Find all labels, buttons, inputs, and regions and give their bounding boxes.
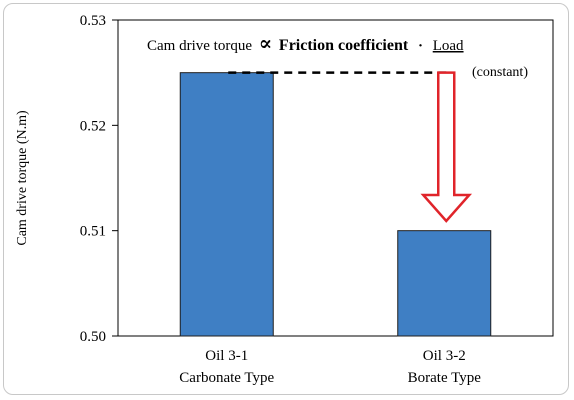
y-tick-label: 0.52 bbox=[80, 118, 106, 134]
x-axis-tick-labels: Oil 3-1 Carbonate Type Oil 3-2 Borate Type bbox=[179, 348, 481, 386]
y-tick-label: 0.51 bbox=[80, 224, 106, 240]
x-tick-label: Oil 3-2 bbox=[423, 348, 466, 364]
annotation-dot: · bbox=[418, 38, 423, 54]
decrease-arrow-icon bbox=[420, 71, 473, 223]
plot-area bbox=[117, 19, 554, 337]
y-tick-label: 0.53 bbox=[80, 13, 106, 29]
annotation-prefix: Cam drive torque bbox=[147, 38, 252, 54]
y-axis-ticks: 0.50 0.51 0.52 0.53 bbox=[80, 13, 118, 345]
annotation-emphasis: Friction coefficient bbox=[279, 37, 409, 54]
annotation: Cam drive torque ∝ Friction coefficient … bbox=[147, 33, 528, 223]
y-axis-label: Cam drive torque (N.m) bbox=[15, 110, 30, 246]
annotation-text: Cam drive torque ∝ Friction coefficient … bbox=[147, 33, 464, 55]
x-tick-label: Oil 3-1 bbox=[205, 348, 248, 364]
annotation-load: Load bbox=[433, 38, 464, 54]
bars bbox=[179, 72, 492, 337]
x-tick-label: Borate Type bbox=[408, 370, 482, 386]
bar-1 bbox=[179, 72, 274, 337]
x-tick-label: Carbonate Type bbox=[179, 370, 274, 386]
proportional-symbol: ∝ bbox=[259, 33, 272, 55]
bar-2 bbox=[397, 230, 492, 337]
y-tick-label: 0.50 bbox=[80, 329, 106, 345]
annotation-load-note: (constant) bbox=[472, 65, 528, 80]
